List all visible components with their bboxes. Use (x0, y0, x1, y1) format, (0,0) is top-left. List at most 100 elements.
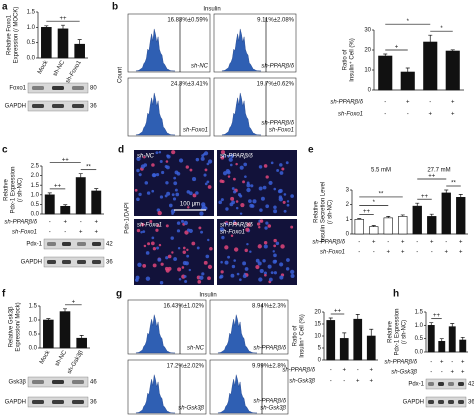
condition-sign: + (369, 368, 373, 374)
cell-nucleus (235, 162, 238, 166)
gate-stat: 24.3%±3.41% (171, 82, 209, 88)
cell-nucleus (166, 154, 170, 158)
cell-nucleus (160, 262, 164, 266)
cell-nucleus (252, 199, 257, 204)
condition-sign: + (94, 220, 98, 226)
error-bar (415, 202, 420, 207)
cell-nucleus (246, 183, 251, 188)
significance-label: ++ (428, 174, 436, 180)
cell-nucleus (258, 226, 261, 229)
y-axis-label: (/ sh-NC) (18, 178, 24, 202)
blot-strip (43, 238, 105, 250)
y-tick-label: 1.5 (27, 10, 36, 16)
cell-nucleus (155, 151, 159, 155)
micrograph-label: sh-Foxo1 (220, 230, 245, 236)
micrograph-label: sh-NC (137, 154, 155, 160)
cell-nucleus (290, 273, 295, 278)
cell-nucleus (205, 254, 210, 259)
cell-nucleus (158, 243, 162, 247)
sample-label: sh-Foxo1 (183, 128, 208, 134)
blot-band (448, 400, 454, 404)
error-bar (429, 322, 434, 326)
cell-nucleus (172, 197, 177, 201)
condition-sign: + (401, 240, 405, 246)
cell-nucleus (242, 274, 247, 279)
cell-nucleus (238, 278, 242, 282)
condition-sign: + (79, 230, 83, 236)
blot-band (428, 400, 434, 404)
cell-nucleus (220, 270, 224, 274)
cell-nucleus (207, 264, 213, 269)
error-bar (450, 49, 455, 51)
cell-nucleus (262, 259, 266, 263)
condition-sign: - (451, 360, 453, 366)
histogram-frame (127, 359, 207, 415)
cell-nucleus (243, 162, 248, 167)
blot-band (32, 380, 44, 384)
cell-nucleus (235, 200, 239, 203)
condition-sign: - (431, 250, 433, 256)
cell-nucleus (207, 238, 210, 242)
bar (448, 326, 456, 353)
cell-nucleus (157, 257, 162, 262)
y-tick-label: 0.5 (415, 336, 424, 342)
cell-nucleus (242, 261, 247, 266)
cell-nucleus (151, 173, 156, 178)
cell-nucleus (276, 168, 280, 172)
y-axis-label: (/ sh-NC) (402, 320, 408, 344)
blot-band (77, 242, 86, 246)
y-tick-label: 1.5 (29, 304, 38, 310)
blot-band (438, 382, 444, 386)
y-tick-label: 0.0 (31, 212, 40, 218)
cell-nucleus (249, 250, 252, 253)
cell-nucleus (188, 268, 192, 272)
histogram-peak (135, 374, 176, 414)
cell-nucleus (231, 200, 235, 205)
blot-protein: GAPDH (21, 260, 42, 266)
cell-nucleus (141, 222, 145, 227)
condition-sign: - (80, 220, 82, 226)
cell-nucleus (186, 248, 189, 252)
cell-nucleus (185, 165, 189, 169)
gate-stat: 8.94%±2.3% (252, 304, 287, 310)
y-tick-label: 0.5 (31, 202, 40, 208)
cell-nucleus (273, 209, 278, 214)
cell-nucleus (230, 154, 234, 158)
cell-nucleus (164, 164, 168, 169)
panel-letter: b (112, 2, 118, 13)
error-bar (357, 218, 362, 220)
condition-sign: + (372, 240, 376, 246)
blot-strip (425, 396, 467, 408)
histogram-frame (127, 13, 211, 73)
cell-nucleus (197, 279, 202, 284)
bar (459, 339, 467, 353)
error-bar (444, 189, 449, 193)
significance-label: ++ (59, 16, 67, 22)
gate-stat: 9.11%±2.08% (257, 18, 295, 24)
sample-label: sh-PPARβ/δ (261, 64, 294, 70)
condition-sign: - (430, 360, 432, 366)
histogram-frame (209, 299, 289, 355)
condition-sign: + (440, 360, 444, 366)
cell-nucleus (236, 272, 240, 276)
condition-sign: + (451, 100, 455, 106)
y-tick-label: 2.5 (31, 164, 40, 170)
error-bar (450, 323, 455, 327)
condition-sign: - (441, 370, 443, 376)
cell-nucleus (246, 222, 251, 227)
cell-nucleus (273, 253, 277, 258)
cell-nucleus (263, 241, 268, 245)
y-tick-label: 30 (364, 28, 371, 34)
condition-label: sh-Foxo1 (338, 112, 363, 118)
condition-sign: + (461, 360, 465, 366)
cell-nucleus (264, 273, 267, 277)
y-tick-label: 1.5 (415, 310, 424, 316)
sample-label: sh-PPARβ/δ (253, 399, 286, 405)
panel-letter: f (2, 289, 6, 300)
error-bar (78, 173, 83, 178)
y-axis-label: Relative (4, 179, 10, 201)
blot-band (77, 260, 86, 264)
cell-nucleus (143, 156, 146, 159)
condition-sign: - (357, 368, 359, 374)
cell-nucleus (246, 181, 250, 185)
